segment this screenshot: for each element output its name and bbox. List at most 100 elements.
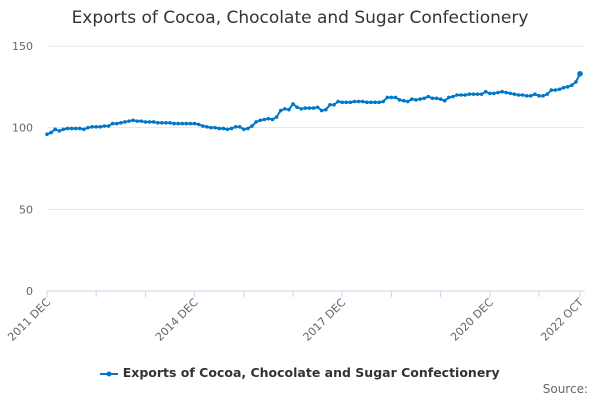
data-point bbox=[553, 88, 558, 92]
data-point bbox=[225, 127, 230, 132]
data-point bbox=[127, 119, 131, 123]
data-point bbox=[188, 121, 193, 126]
data-point bbox=[356, 99, 361, 104]
data-point bbox=[221, 126, 226, 131]
data-point bbox=[213, 125, 217, 130]
x-tick-label: 2011 DEC bbox=[5, 296, 53, 344]
data-point bbox=[512, 92, 517, 96]
data-point bbox=[529, 94, 533, 98]
data-point bbox=[389, 95, 394, 100]
data-point bbox=[274, 115, 279, 119]
data-point bbox=[381, 99, 386, 104]
data-point bbox=[459, 93, 463, 97]
data-point bbox=[242, 127, 246, 132]
data-point bbox=[73, 126, 78, 131]
data-point bbox=[147, 120, 152, 124]
data-point bbox=[373, 100, 377, 105]
source-label: Source: bbox=[542, 382, 588, 396]
data-point bbox=[237, 125, 242, 129]
data-point bbox=[520, 93, 525, 97]
data-point bbox=[348, 100, 353, 105]
legend-label: Exports of Cocoa, Chocolate and Sugar Co… bbox=[122, 365, 500, 380]
x-tick-label: 2020 DEC bbox=[448, 296, 496, 344]
data-point bbox=[45, 132, 49, 136]
data-point bbox=[516, 93, 521, 97]
x-tick-label: 2022 OCT bbox=[538, 296, 586, 344]
data-point bbox=[467, 92, 472, 96]
data-point bbox=[201, 124, 205, 128]
data-point bbox=[475, 92, 480, 96]
legend-marker-icon bbox=[100, 371, 119, 376]
data-point bbox=[119, 120, 123, 125]
data-point bbox=[365, 100, 369, 105]
data-point bbox=[94, 125, 98, 129]
data-point bbox=[492, 91, 496, 96]
data-point bbox=[319, 108, 324, 113]
data-point bbox=[557, 87, 562, 92]
data-point bbox=[262, 117, 267, 122]
data-point bbox=[455, 93, 459, 97]
data-point bbox=[254, 120, 258, 124]
data-point bbox=[315, 105, 320, 110]
data-point bbox=[483, 89, 488, 94]
data-point bbox=[418, 97, 422, 101]
data-point bbox=[295, 105, 299, 110]
data-point bbox=[324, 107, 328, 112]
data-point bbox=[377, 100, 381, 105]
data-point bbox=[168, 120, 172, 125]
data-point bbox=[344, 100, 349, 105]
data-point bbox=[217, 126, 221, 131]
data-point bbox=[90, 125, 94, 129]
data-point bbox=[283, 107, 287, 111]
data-point bbox=[369, 100, 373, 105]
data-point bbox=[250, 124, 254, 128]
legend[interactable]: Exports of Cocoa, Chocolate and Sugar Co… bbox=[0, 365, 600, 380]
data-point bbox=[426, 94, 431, 99]
data-point bbox=[205, 125, 209, 129]
data-point bbox=[196, 122, 201, 127]
data-point bbox=[61, 127, 66, 132]
data-point bbox=[299, 107, 304, 111]
data-point bbox=[508, 91, 513, 96]
data-point bbox=[401, 98, 406, 103]
data-point bbox=[533, 92, 537, 96]
data-point bbox=[406, 99, 410, 104]
data-point bbox=[340, 100, 345, 105]
data-point bbox=[164, 120, 168, 125]
data-point bbox=[172, 121, 176, 126]
data-point bbox=[442, 98, 447, 103]
data-point bbox=[352, 99, 357, 104]
data-point bbox=[570, 83, 574, 87]
data-point bbox=[151, 120, 156, 124]
data-point bbox=[143, 120, 148, 124]
data-point bbox=[360, 99, 365, 104]
data-point bbox=[180, 121, 185, 126]
data-point bbox=[438, 97, 443, 101]
data-point bbox=[393, 95, 398, 100]
data-point bbox=[504, 90, 509, 95]
data-point bbox=[577, 70, 583, 77]
data-point bbox=[139, 119, 144, 123]
data-point bbox=[160, 120, 164, 125]
data-point bbox=[270, 117, 275, 122]
data-point bbox=[192, 121, 197, 126]
data-point bbox=[86, 125, 90, 130]
x-tick-label: 2017 DEC bbox=[301, 296, 349, 344]
data-point bbox=[385, 95, 390, 100]
data-point bbox=[541, 94, 545, 98]
data-point bbox=[246, 126, 250, 131]
y-tick-label: 50 bbox=[19, 203, 33, 216]
data-point bbox=[336, 99, 340, 104]
x-tick-label: 2014 DEC bbox=[153, 296, 201, 344]
data-point bbox=[53, 127, 57, 132]
data-point bbox=[500, 89, 504, 94]
series-line bbox=[46, 73, 581, 136]
data-point bbox=[110, 121, 115, 126]
data-point bbox=[471, 92, 476, 96]
y-tick-label: 150 bbox=[12, 40, 33, 53]
chart-title: Exports of Cocoa, Chocolate and Sugar Co… bbox=[71, 8, 529, 28]
data-point bbox=[328, 103, 332, 107]
data-point bbox=[430, 96, 435, 101]
data-point bbox=[422, 96, 427, 101]
